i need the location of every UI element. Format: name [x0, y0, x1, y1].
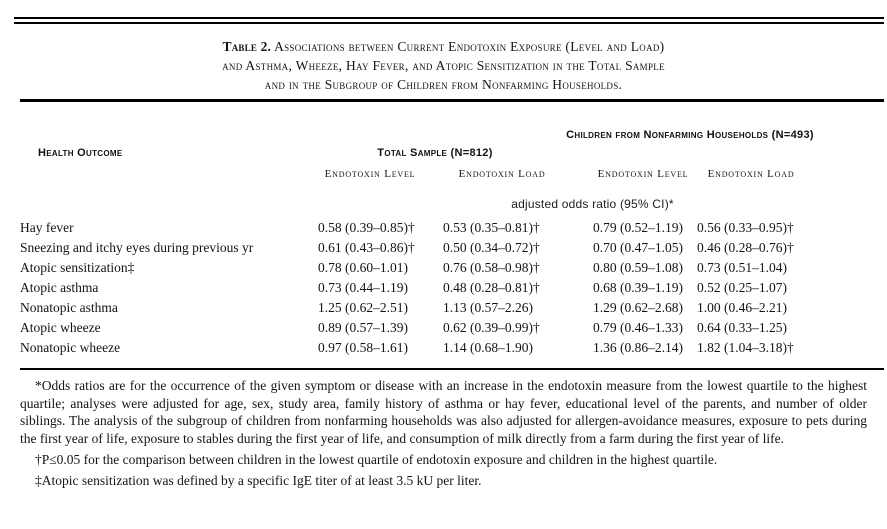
- table-row: Nonatopic asthma 1.25 (0.62–2.51) 1.13 (…: [20, 296, 867, 316]
- column-group-total-sample: Total Sample (N=812): [377, 147, 493, 159]
- outcome-cell: Sneezing and itchy eyes during previous …: [20, 240, 254, 255]
- value-cell: 0.53 (0.35–0.81)†: [443, 220, 540, 235]
- footnote-top-rule: [20, 368, 884, 370]
- table-row: Hay fever 0.58 (0.39–0.85)† 0.53 (0.35–0…: [20, 216, 867, 236]
- value-cell: 1.00 (0.46–2.21): [697, 300, 787, 315]
- value-cell: 0.46 (0.28–0.76)†: [697, 240, 794, 255]
- value-cell: 0.70 (0.47–1.05): [593, 240, 683, 255]
- outcome-cell: Nonatopic wheeze: [20, 340, 121, 355]
- value-cell: 0.48 (0.28–0.81)†: [443, 280, 540, 295]
- table-row: Atopic sensitization‡ 0.78 (0.60–1.01) 0…: [20, 256, 867, 276]
- value-cell: 0.97 (0.58–1.61): [318, 340, 408, 355]
- value-cell: 0.80 (0.59–1.08): [593, 260, 683, 275]
- odds-ratio-table: Hay fever 0.58 (0.39–0.85)† 0.53 (0.35–0…: [20, 216, 867, 356]
- value-cell: 0.73 (0.44–1.19): [318, 280, 408, 295]
- column-header-health-outcome: Health Outcome: [38, 147, 123, 159]
- outcome-cell: Atopic wheeze: [20, 320, 101, 335]
- table-row: Sneezing and itchy eyes during previous …: [20, 236, 867, 256]
- value-cell: 0.78 (0.60–1.01): [318, 260, 408, 275]
- value-cell: 0.58 (0.39–0.85)†: [318, 220, 415, 235]
- subcolumn-total-endotoxin-level: Endotoxin Level: [324, 168, 416, 180]
- value-cell: 0.89 (0.57–1.39): [318, 320, 408, 335]
- table-row: Nonatopic wheeze 0.97 (0.58–1.61) 1.14 (…: [20, 336, 867, 356]
- footnote-double-dagger: ‡Atopic sensitization was defined by a s…: [35, 472, 482, 488]
- outcome-cell: Atopic asthma: [20, 280, 99, 295]
- table-title-line-2: and Asthma, Wheeze, Hay Fever, and Atopi…: [222, 58, 665, 73]
- top-double-rule: [14, 17, 884, 24]
- footnote-asterisk: *Odds ratios are for the occurrence of t…: [20, 378, 867, 446]
- value-cell: 1.25 (0.62–2.51): [318, 300, 408, 315]
- value-cell: 1.82 (1.04–3.18)†: [697, 340, 794, 355]
- value-cell: 1.36 (0.86–2.14): [593, 340, 683, 355]
- table-title-text-1: Associations between Current Endotoxin E…: [274, 39, 665, 54]
- value-cell: 1.29 (0.62–2.68): [593, 300, 683, 315]
- value-cell: 0.62 (0.39–0.99)†: [443, 320, 540, 335]
- spanner-note-adjusted-odds-ratio: adjusted odds ratio (95% CI)*: [511, 197, 674, 211]
- table-title-line-3: and in the Subgroup of Children from Non…: [264, 77, 623, 92]
- value-cell: 0.73 (0.51–1.04): [697, 260, 787, 275]
- table-row: Atopic asthma 0.73 (0.44–1.19) 0.48 (0.2…: [20, 276, 867, 296]
- table-title-line-1: Table 2. Associations between Current En…: [50, 37, 837, 56]
- footnotes: *Odds ratios are for the occurrence of t…: [20, 377, 867, 489]
- table-title: Table 2. Associations between Current En…: [50, 37, 837, 94]
- value-cell: 1.14 (0.68–1.90): [443, 340, 533, 355]
- value-cell: 0.79 (0.52–1.19): [593, 220, 683, 235]
- header-top-rule: [20, 99, 884, 102]
- value-cell: 0.50 (0.34–0.72)†: [443, 240, 540, 255]
- footnote-dagger: †P≤0.05 for the comparison between child…: [35, 451, 718, 467]
- outcome-cell: Nonatopic asthma: [20, 300, 118, 315]
- value-cell: 0.79 (0.46–1.33): [593, 320, 683, 335]
- outcome-cell: Hay fever: [20, 220, 74, 235]
- value-cell: 0.56 (0.33–0.95)†: [697, 220, 794, 235]
- value-cell: 0.64 (0.33–1.25): [697, 320, 787, 335]
- value-cell: 1.13 (0.57–2.26): [443, 300, 533, 315]
- subcolumn-total-endotoxin-load: Endotoxin Load: [458, 168, 546, 180]
- table-row: Atopic wheeze 0.89 (0.57–1.39) 0.62 (0.3…: [20, 316, 867, 336]
- column-group-nonfarming-households: Children from Nonfarming Households (N=4…: [566, 129, 814, 141]
- outcome-cell: Atopic sensitization‡: [20, 260, 135, 275]
- subcolumn-nonfarming-endotoxin-level: Endotoxin Level: [597, 168, 689, 180]
- value-cell: 0.76 (0.58–0.98)†: [443, 260, 540, 275]
- value-cell: 0.61 (0.43–0.86)†: [318, 240, 415, 255]
- value-cell: 0.68 (0.39–1.19): [593, 280, 683, 295]
- table-number: Table 2.: [222, 39, 272, 54]
- value-cell: 0.52 (0.25–1.07): [697, 280, 787, 295]
- subcolumn-nonfarming-endotoxin-load: Endotoxin Load: [707, 168, 795, 180]
